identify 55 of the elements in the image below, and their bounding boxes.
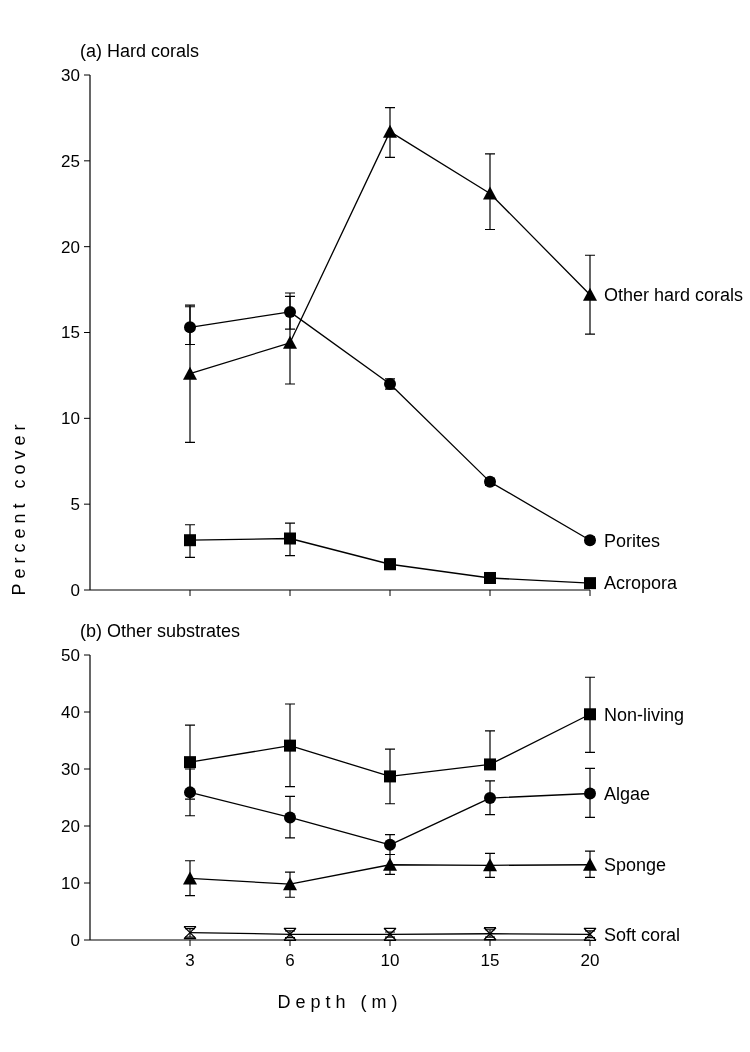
series-label: Algae	[604, 783, 651, 804]
y-axis-title: Percent cover	[9, 419, 29, 596]
point	[183, 366, 197, 380]
y-tick-label: 30	[61, 759, 80, 779]
point	[184, 534, 196, 547]
point	[583, 857, 597, 871]
series-label: Acropora	[604, 573, 679, 594]
point	[384, 838, 396, 851]
y-tick-label: 0	[70, 930, 80, 950]
y-tick-label: 20	[61, 816, 80, 836]
point	[584, 708, 596, 721]
point	[284, 305, 296, 318]
point	[484, 571, 496, 584]
y-tick-label: 5	[70, 495, 80, 515]
point	[484, 758, 496, 771]
x-axis-title: Depth (m)	[277, 992, 403, 1012]
y-tick-label: 40	[61, 702, 80, 722]
x-tick-label: 6	[285, 951, 295, 970]
point	[383, 857, 397, 871]
x-tick-label: 3	[185, 951, 195, 970]
point	[284, 811, 296, 824]
point	[283, 877, 297, 891]
series-label: Porites	[604, 530, 661, 551]
point	[483, 186, 497, 200]
series-label: Other hard corals	[604, 285, 744, 306]
point	[484, 792, 496, 805]
y-tick-label: 10	[61, 409, 80, 429]
y-tick-label: 25	[61, 151, 80, 171]
point	[184, 786, 196, 799]
x-tick-label: 10	[380, 951, 400, 970]
point	[384, 770, 396, 783]
series-label: Sponge	[604, 855, 667, 876]
point	[284, 739, 296, 752]
point	[283, 335, 297, 349]
x-tick-label: 15	[480, 951, 500, 970]
point	[183, 871, 197, 885]
series-label: Non-living	[604, 704, 685, 725]
point	[584, 787, 596, 800]
point	[583, 287, 597, 301]
point	[483, 858, 497, 872]
chart-title: (a) Hard corals	[80, 41, 200, 61]
y-tick-label: 20	[61, 237, 80, 257]
point	[584, 577, 596, 590]
x-tick-label: 20	[580, 951, 600, 970]
series-label: Soft coral	[604, 924, 681, 945]
point	[383, 124, 397, 138]
y-tick-label: 50	[61, 645, 80, 665]
y-tick-label: 30	[61, 65, 80, 85]
y-tick-label: 10	[61, 873, 80, 893]
point	[184, 756, 196, 769]
y-tick-label: 15	[61, 323, 80, 343]
y-tick-label: 0	[70, 580, 80, 600]
chart-title: (b) Other substrates	[80, 621, 241, 641]
point	[284, 532, 296, 545]
point	[184, 321, 196, 334]
